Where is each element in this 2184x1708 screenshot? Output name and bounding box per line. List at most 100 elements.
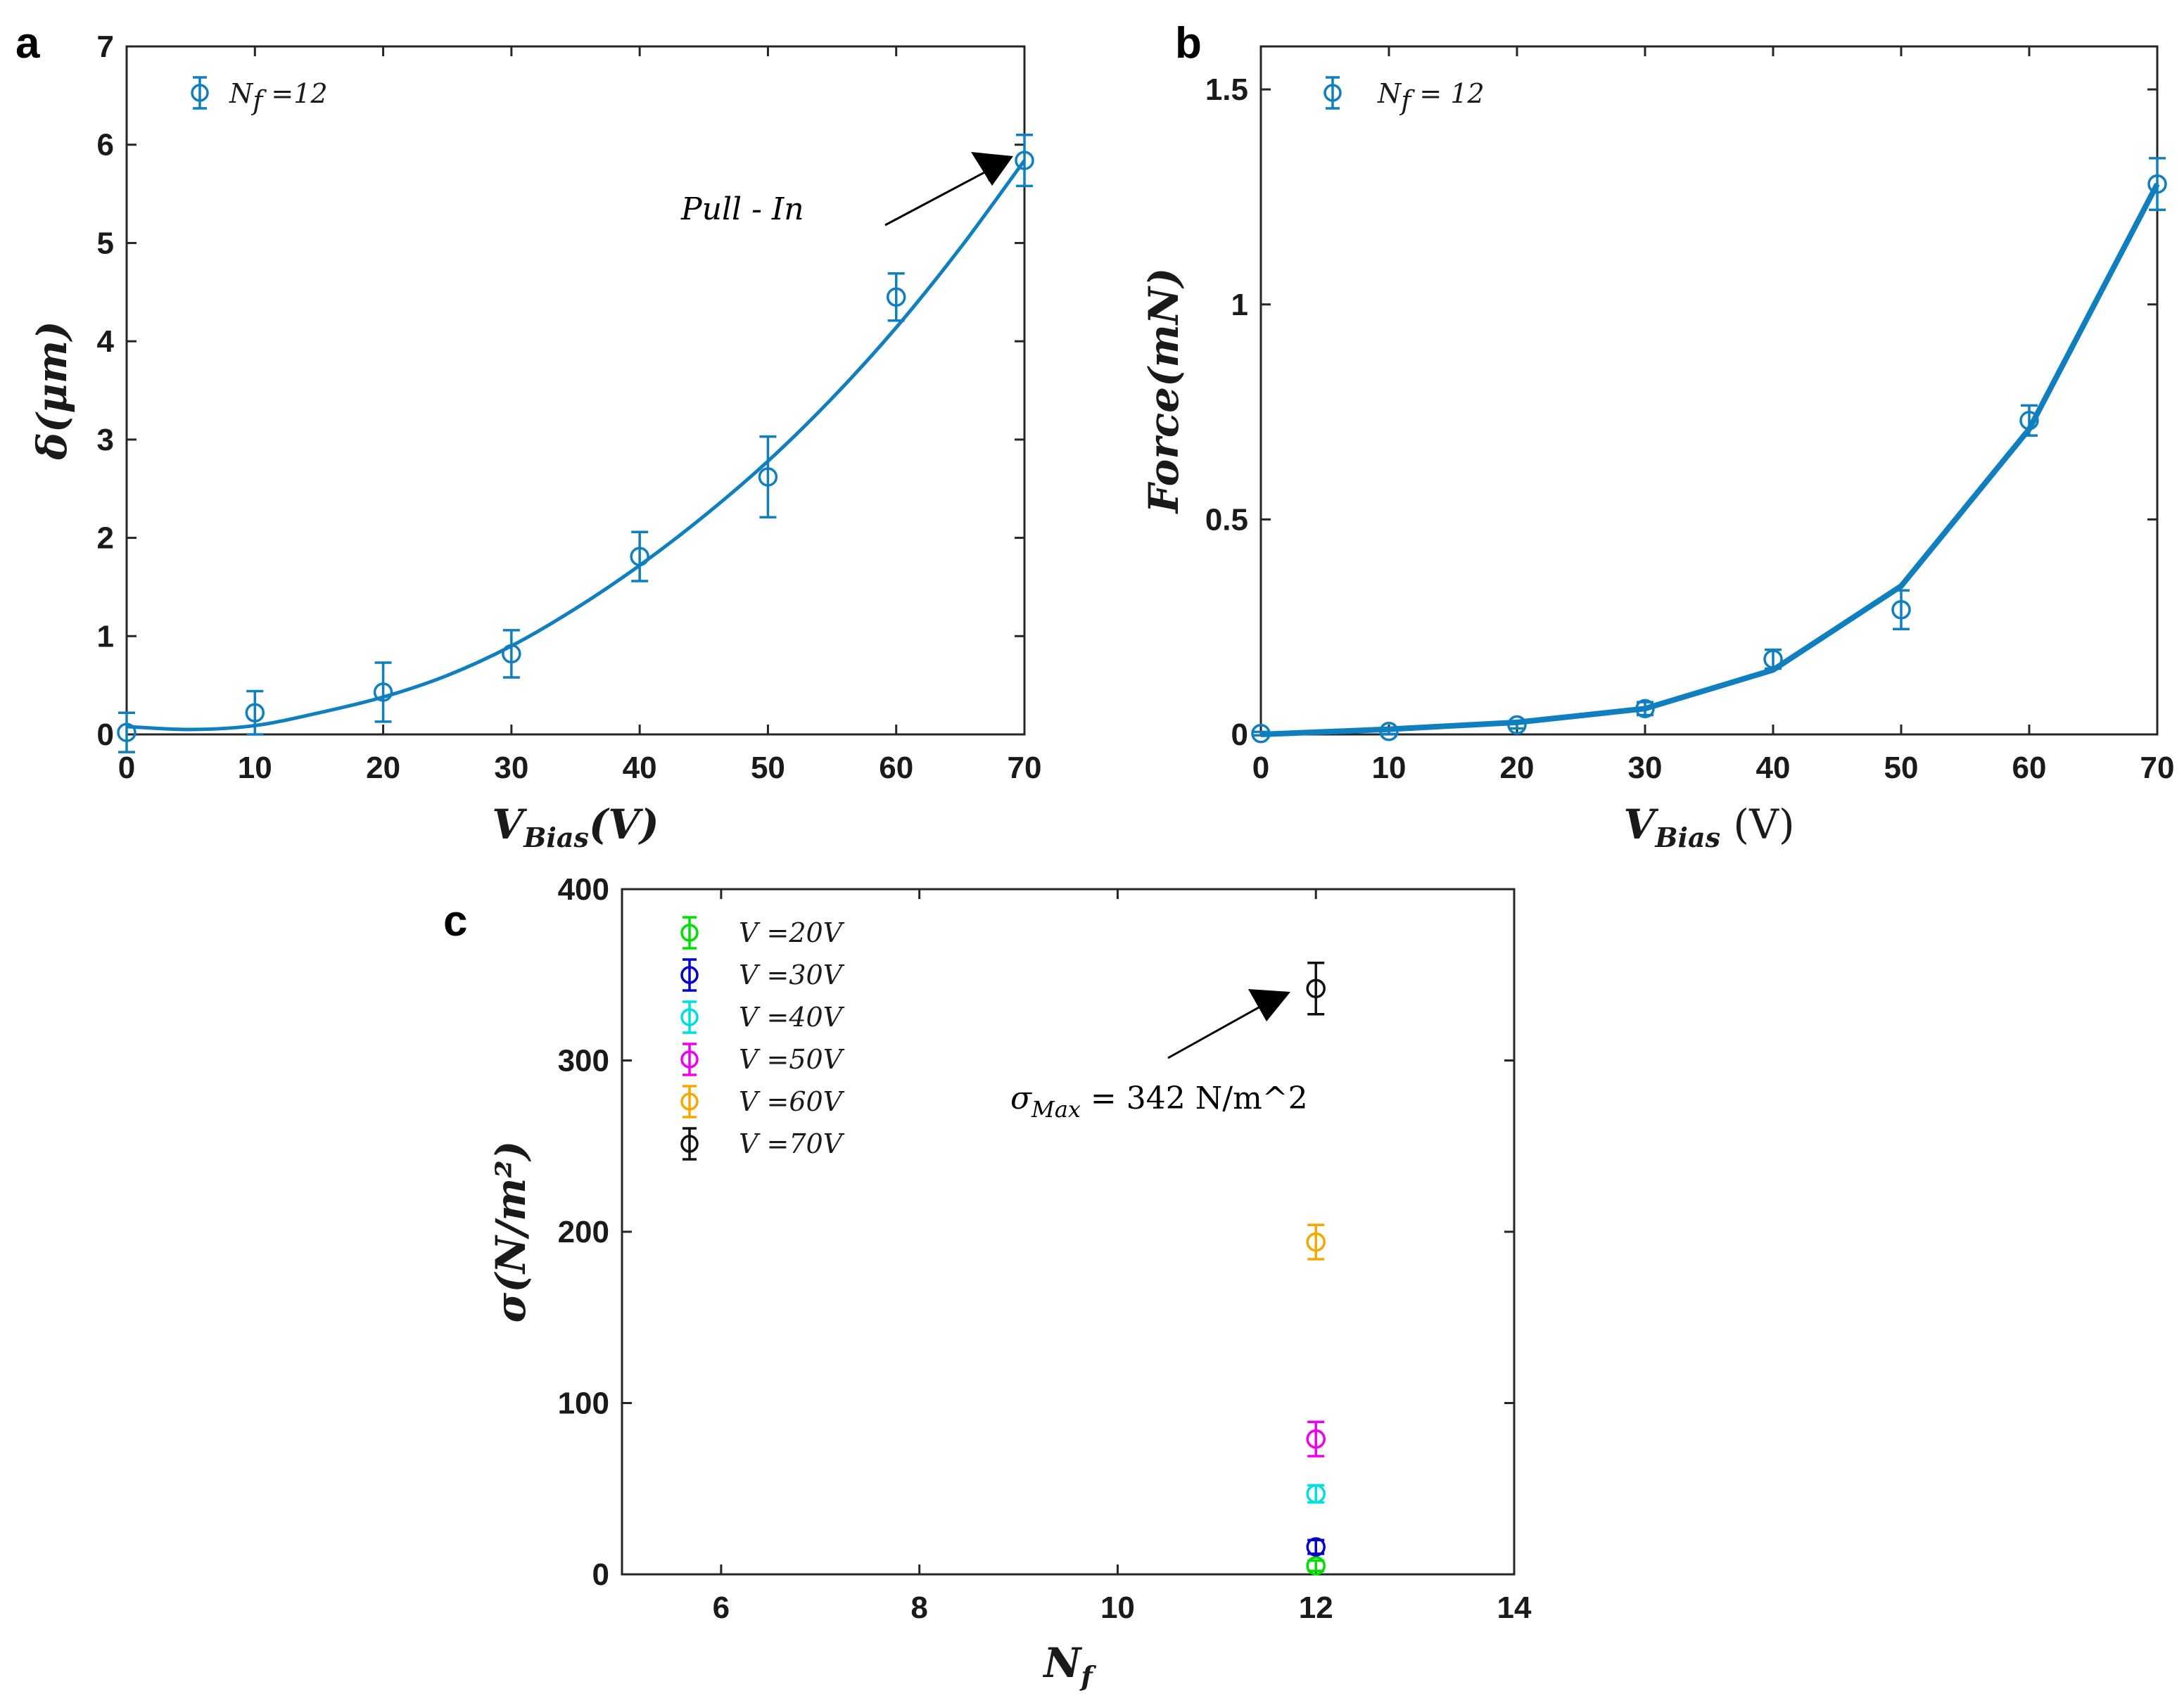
legend-marker: [680, 1092, 699, 1111]
legend-label: V =60V: [739, 1086, 845, 1117]
data-point-group: [1306, 1556, 1326, 1576]
x-tick-label: 60: [2012, 751, 2047, 785]
sigma-max-annotation: σMax = 342 N/m^2: [1010, 1081, 1308, 1123]
x-tick-label: 50: [1884, 751, 1919, 785]
x-tick-label: 20: [366, 751, 400, 785]
x-tick-label: 30: [494, 751, 528, 785]
y-axis-label: Force(mN): [1140, 268, 1188, 515]
data-point: [373, 682, 393, 702]
x-tick-label: 50: [751, 751, 785, 785]
legend-label: V =40V: [739, 1002, 845, 1033]
data-point: [630, 547, 649, 566]
x-tick-label: 40: [623, 751, 657, 785]
data-point: [1507, 715, 1527, 735]
data-point: [1891, 599, 1911, 620]
data-point-group: [886, 272, 906, 322]
legend-marker: [1323, 84, 1342, 102]
axes-frame: [125, 45, 1026, 736]
legend-label: Nf = 12: [1377, 78, 1485, 116]
data-point-group: [1763, 648, 1783, 670]
data-point: [1306, 1232, 1326, 1252]
y-tick-label: 1.5: [1205, 72, 1248, 107]
legend-label: V =20V: [739, 917, 845, 948]
legend-label: V =30V: [739, 960, 845, 990]
chart-a: 0 10 20 30 40 50 60 70 0 1 2 3 4 5 6 7 Nf =12 Pull - In VB…: [28, 30, 1041, 853]
pull-in-arrowhead: [971, 152, 1013, 186]
x-tick-label: 10: [1372, 751, 1407, 785]
data-point-group: [245, 689, 265, 736]
data-point-group: [502, 629, 521, 679]
data-point: [758, 467, 778, 487]
x-tick-label: 8: [910, 1591, 927, 1625]
data-point-group: [630, 530, 649, 582]
data-point-group: [1306, 1537, 1326, 1557]
data-point: [2019, 411, 2039, 431]
data-point: [1306, 979, 1326, 998]
data-point-group: [1306, 1223, 1326, 1261]
legend-marker: [680, 1008, 699, 1026]
legend-label: V =70V: [739, 1128, 845, 1159]
y-tick-label: 100: [558, 1387, 609, 1421]
data-point-group: [1379, 721, 1399, 741]
x-tick-label: 6: [713, 1591, 730, 1625]
data-point: [1763, 649, 1783, 669]
data-point: [117, 722, 136, 742]
chart-b: 0 10 20 30 40 50 60 70 0 0.5 1 1.5 Nf = 12 VBias (V) F…: [1140, 45, 2175, 853]
legend-label: Nf =12: [229, 78, 328, 116]
data-point: [886, 287, 906, 307]
x-tick-label: 40: [1756, 751, 1791, 785]
pull-in-arrow: [884, 162, 1003, 227]
fit-line: [1260, 182, 2160, 737]
data-point: [1635, 699, 1655, 719]
data-point-group: [1306, 1484, 1326, 1504]
y-tick-label: 1: [97, 619, 114, 654]
axes-frame: [1259, 45, 2159, 736]
y-axis-label: δ(μm): [28, 321, 76, 460]
data-point-group: [1015, 133, 1034, 188]
y-tick-label: 300: [558, 1044, 609, 1078]
panel-letter-b: b: [1175, 19, 1202, 68]
x-tick-label: 20: [1500, 751, 1535, 785]
data-point-group: [758, 435, 778, 518]
x-tick-label: 70: [1008, 751, 1042, 785]
data-point: [1379, 721, 1399, 741]
data-point-group: [1891, 589, 1911, 630]
data-point: [1306, 1556, 1326, 1576]
x-tick-label: 60: [879, 751, 913, 785]
legend-marker: [680, 966, 699, 984]
y-tick-label: 0: [1231, 718, 1248, 752]
data-point-group: [1306, 961, 1326, 1016]
data-point: [1251, 724, 1271, 744]
data-point: [1306, 1484, 1326, 1504]
x-tick-label: 12: [1299, 1591, 1333, 1625]
x-tick-label: 10: [238, 751, 272, 785]
data-point-group: [2147, 157, 2167, 212]
legend-marker: [680, 924, 699, 942]
y-tick-label: 2: [97, 521, 114, 556]
y-tick-label: 0: [592, 1557, 609, 1592]
sigma-max-arrow: [1167, 1002, 1267, 1059]
x-axis-label: VBias (V): [1623, 801, 1794, 853]
data-point: [245, 703, 265, 723]
x-tick-label: 14: [1497, 1591, 1532, 1625]
legend: V =20V V =30V V =40V V =50V V =60V V =70V: [680, 916, 845, 1161]
x-axis-label: VBias(V): [492, 801, 659, 853]
y-axis-label: σ(N/m²): [487, 1141, 535, 1323]
legend: Nf =12: [191, 76, 328, 116]
axes-frame: [621, 888, 1516, 1576]
data-point-group: [117, 711, 136, 753]
x-tick-label: 30: [1628, 751, 1663, 785]
x-tick-label: 10: [1100, 1591, 1135, 1625]
data-point-group: [1635, 699, 1655, 719]
data-point: [1306, 1537, 1326, 1557]
data-point-group: [1507, 715, 1527, 735]
fit-curve: [126, 159, 1027, 732]
y-tick-label: 200: [558, 1215, 609, 1249]
y-tick-label: 1: [1231, 288, 1248, 322]
data-point: [1306, 1429, 1326, 1449]
data-point-group: [1251, 724, 1271, 744]
x-tick-label: 70: [2140, 751, 2175, 785]
y-tick-label: 3: [97, 423, 114, 457]
data-point-group: [373, 661, 393, 723]
